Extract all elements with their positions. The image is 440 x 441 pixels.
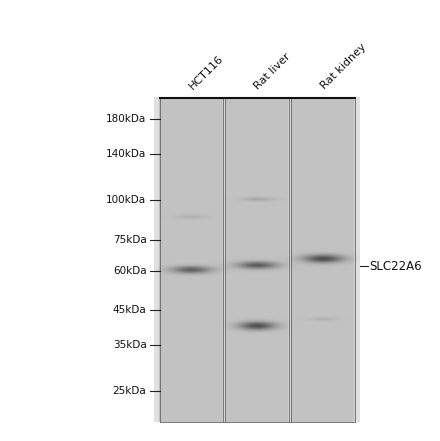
Text: 60kDa: 60kDa [113, 265, 147, 276]
Text: 75kDa: 75kDa [113, 235, 147, 245]
Text: HCT116: HCT116 [187, 53, 225, 91]
Text: 180kDa: 180kDa [106, 114, 147, 124]
Text: Rat liver: Rat liver [253, 51, 293, 91]
Text: Rat kidney: Rat kidney [319, 42, 368, 91]
Text: 140kDa: 140kDa [106, 149, 147, 159]
Text: 100kDa: 100kDa [106, 195, 147, 205]
Text: 35kDa: 35kDa [113, 340, 147, 350]
Text: 45kDa: 45kDa [113, 305, 147, 315]
Text: 25kDa: 25kDa [113, 386, 147, 396]
Text: SLC22A6: SLC22A6 [370, 260, 422, 273]
